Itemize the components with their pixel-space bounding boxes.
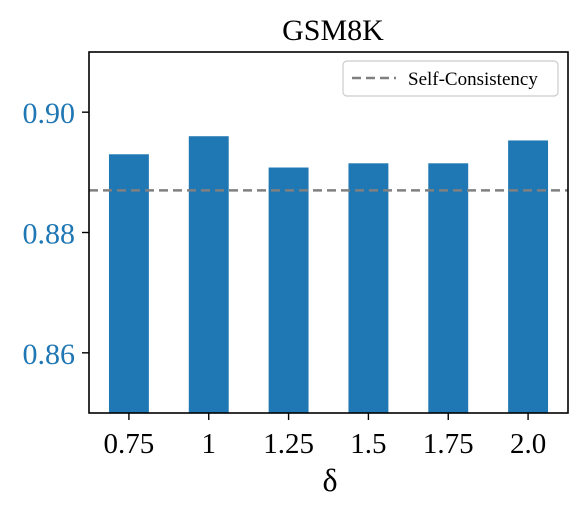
x-axis-label: δ <box>322 462 337 498</box>
x-tick-label: 1.5 <box>350 428 386 460</box>
bar-0.75 <box>108 154 149 414</box>
y-tick-label: 0.88 <box>23 218 76 251</box>
bar-1.75 <box>428 163 469 413</box>
x-ticks: 0.75 1 1.25 1.5 1.75 2.0 <box>104 413 546 460</box>
x-tick-label: 1 <box>202 428 217 460</box>
bars <box>108 136 549 414</box>
y-tick-label: 0.86 <box>23 338 76 371</box>
x-tick-label: 0.75 <box>104 428 155 460</box>
bar-2.0 <box>508 140 549 413</box>
legend-box <box>342 60 559 97</box>
legend: Self-Consistency <box>342 60 559 97</box>
plot-area: 0.86 0.88 0.90 0.75 1 1.25 1.5 1.75 2.0 <box>23 51 569 460</box>
bar-1.25 <box>268 167 309 413</box>
axes-frame <box>88 51 569 414</box>
x-tick-label: 1.75 <box>423 428 474 460</box>
y-tick-label: 0.90 <box>23 97 76 130</box>
bar-1 <box>188 136 229 413</box>
x-tick-label: 2.0 <box>510 428 546 460</box>
legend-label-self-consistency: Self-Consistency <box>408 69 538 90</box>
bar-1.5 <box>348 163 389 413</box>
x-tick-label: 1.25 <box>263 428 314 460</box>
chart-title: GSM8K <box>282 14 384 47</box>
y-ticks: 0.86 0.88 0.90 <box>23 97 89 371</box>
